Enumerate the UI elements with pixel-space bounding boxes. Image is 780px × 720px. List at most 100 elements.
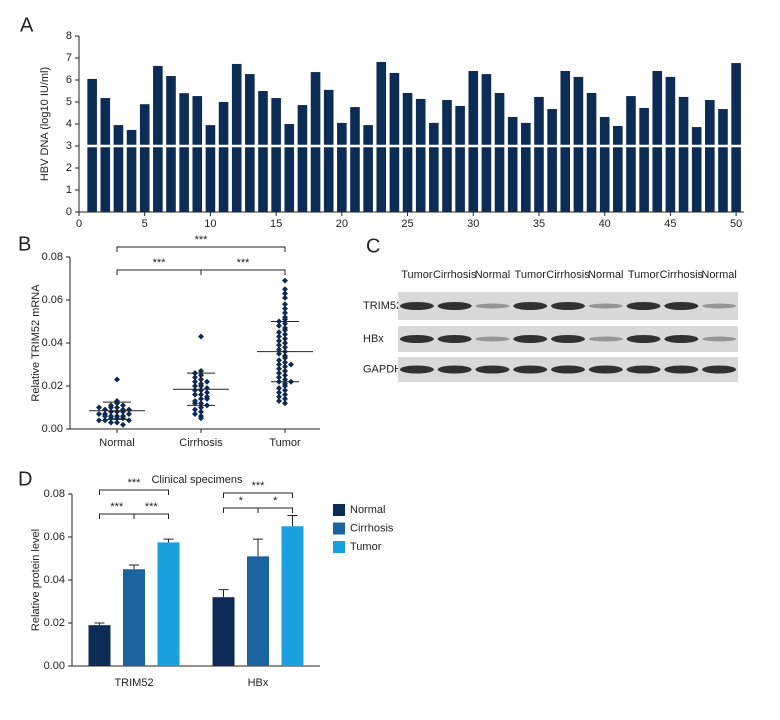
- x-tick-label: 20: [336, 218, 348, 230]
- x-tick-label: TRIM52: [114, 677, 153, 689]
- legend-swatch: [333, 504, 345, 516]
- lane-label: Cirrhosis: [546, 269, 590, 281]
- bar: [126, 129, 137, 212]
- x-tick-label: 5: [142, 218, 148, 230]
- blot-band: [702, 365, 737, 374]
- bar: [507, 116, 518, 212]
- x-tick-label: Normal: [99, 437, 134, 449]
- bar: [337, 122, 347, 212]
- data-point: [276, 385, 282, 392]
- x-tick-label: 15: [270, 218, 282, 230]
- data-point: [276, 337, 282, 344]
- legend-label: Cirrhosis: [350, 522, 394, 534]
- y-tick-label: 0: [66, 206, 72, 218]
- blot-band: [437, 302, 472, 310]
- blot-band: [664, 365, 699, 374]
- sd-bar: [187, 372, 215, 406]
- data-point: [192, 378, 198, 385]
- lane-label: Cirrhosis: [433, 269, 477, 281]
- data-point: [120, 421, 126, 428]
- y-tick-label: 0.08: [44, 488, 65, 500]
- blot-band: [551, 302, 585, 310]
- significance-label: ***: [153, 257, 167, 269]
- bar: [139, 104, 150, 212]
- panel-label: D: [18, 468, 32, 490]
- bar: [88, 625, 111, 666]
- y-tick-label: 8: [66, 30, 72, 42]
- error-bar: [253, 538, 263, 557]
- blot-band: [513, 365, 548, 374]
- y-tick-label: 0.02: [42, 380, 63, 392]
- bar: [534, 96, 544, 212]
- significance-label: ***: [110, 501, 124, 513]
- sd-bar: [271, 321, 299, 383]
- data-point: [282, 400, 288, 407]
- bar: [442, 100, 452, 212]
- data-point: [276, 357, 282, 364]
- data-point: [192, 410, 198, 417]
- y-tick-label: 0.00: [42, 423, 63, 435]
- y-tick-label: 0.06: [42, 294, 63, 306]
- blot-band: [437, 335, 472, 343]
- chart-title: Clinical specimens: [151, 474, 243, 486]
- y-tick-label: 0.06: [44, 531, 65, 543]
- data-point: [204, 389, 210, 396]
- data-point: [120, 402, 126, 409]
- x-tick-label: 30: [467, 218, 479, 230]
- row-label: HBx: [363, 333, 384, 345]
- row-label: GAPDH: [363, 363, 402, 375]
- significance-bracket: [200, 269, 286, 275]
- data-point: [276, 322, 282, 329]
- data-point: [288, 361, 294, 368]
- blot-band: [475, 336, 510, 342]
- blot-band: [664, 302, 699, 310]
- data-point: [276, 374, 282, 381]
- y-tick-label: 5: [66, 96, 72, 108]
- data-point: [114, 419, 120, 426]
- data-point: [282, 391, 288, 398]
- bar: [100, 98, 111, 212]
- blot-band: [626, 365, 661, 374]
- bar: [350, 107, 360, 212]
- y-tick-label: 1: [66, 184, 72, 196]
- bar: [297, 105, 308, 212]
- blot-band: [588, 303, 623, 309]
- data-point: [108, 404, 114, 411]
- bar: [652, 70, 663, 212]
- blot-band: [626, 302, 661, 310]
- y-tick-label: 6: [66, 74, 72, 86]
- bar: [586, 92, 597, 212]
- panel-label: C: [366, 235, 380, 257]
- bar: [363, 125, 373, 212]
- lane-label: Normal: [701, 269, 736, 281]
- blot-band: [626, 335, 661, 343]
- bar: [599, 116, 610, 212]
- blot-band: [551, 365, 585, 374]
- significance-bracket: [116, 269, 202, 275]
- data-point: [198, 415, 204, 422]
- bar: [218, 102, 229, 212]
- row-label: TRIM52: [363, 300, 402, 312]
- blot-band: [702, 336, 737, 342]
- data-point: [276, 333, 282, 340]
- bar: [245, 74, 255, 212]
- error-bar: [163, 538, 174, 543]
- significance-label: ***: [252, 480, 266, 492]
- data-point: [276, 346, 282, 353]
- error-bar: [218, 589, 229, 598]
- bar: [560, 70, 571, 212]
- y-tick-label: 4: [66, 118, 72, 130]
- data-point: [282, 290, 288, 297]
- bar: [455, 105, 465, 212]
- y-axis-label: Relative protein level: [30, 529, 42, 631]
- data-point: [276, 370, 282, 377]
- x-tick-label: 25: [401, 218, 413, 230]
- data-point: [198, 333, 204, 340]
- blot-band: [475, 365, 510, 374]
- lane-label: Tumor: [401, 269, 433, 281]
- data-point: [276, 361, 282, 368]
- data-point: [282, 294, 288, 301]
- bar: [192, 96, 203, 212]
- significance-bracket: [99, 513, 135, 519]
